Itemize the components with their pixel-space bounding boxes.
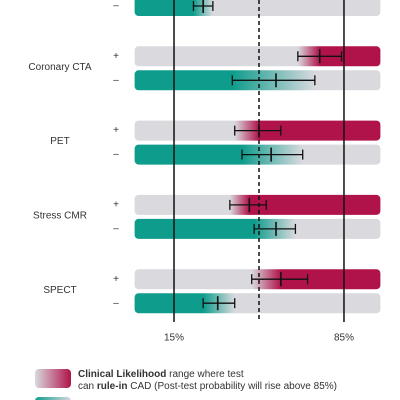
sign-label: – <box>113 149 119 160</box>
x-tick-label: 85% <box>334 333 354 344</box>
likelihood-bar <box>134 293 381 314</box>
sign-label: + <box>113 274 119 285</box>
legend-bold: Clinical Likelihood <box>78 369 166 380</box>
legend-text: Clinical Likelihood range where test <box>78 369 244 380</box>
likelihood-bar <box>134 0 381 16</box>
sign-label: – <box>113 1 119 12</box>
legend-text: can rule-in CAD (Post-test probability w… <box>78 381 337 392</box>
test-label: SPECT <box>43 285 76 296</box>
x-tick-label: 15% <box>164 333 184 344</box>
legend-part: can <box>78 381 97 392</box>
sign-label: + <box>113 200 119 211</box>
sign-label: + <box>113 51 119 62</box>
legend-part: range where test <box>166 369 243 380</box>
sign-label: – <box>113 298 119 309</box>
test-label: Stress CMR <box>33 211 87 222</box>
test-label: PET <box>50 136 69 147</box>
sign-label: – <box>113 75 119 86</box>
legend-swatch <box>35 369 71 388</box>
legend-part: CAD (Post-test probability will rise abo… <box>127 381 337 392</box>
legend-swatch <box>35 397 71 400</box>
legend-bold: rule-in <box>97 381 128 392</box>
test-label: Coronary CTA <box>28 62 91 73</box>
sign-label: – <box>113 224 119 235</box>
sign-label: + <box>113 125 119 136</box>
